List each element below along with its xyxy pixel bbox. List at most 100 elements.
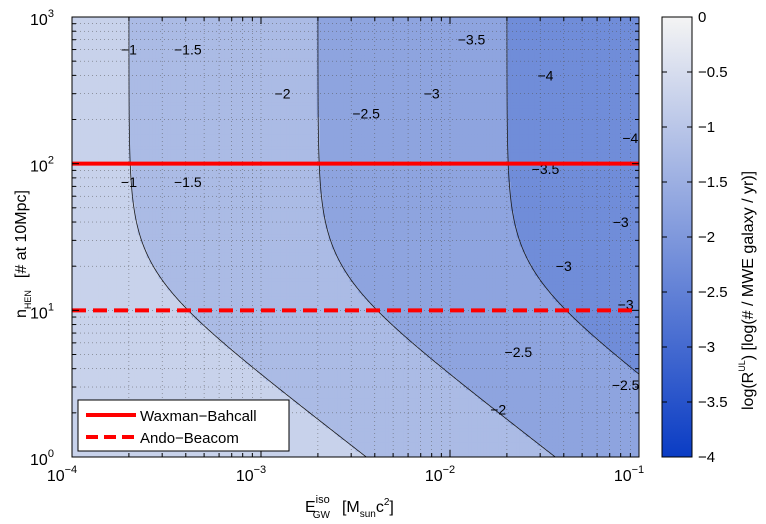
contour-cell — [107, 225, 112, 229]
contour-cell — [104, 105, 109, 109]
contour-cell — [107, 454, 112, 457]
contour-cell — [125, 61, 130, 65]
contour-cell — [72, 345, 76, 350]
contour-cell — [122, 166, 127, 171]
contour-cell — [83, 125, 88, 130]
contour-cell — [107, 313, 112, 317]
contour-cell — [80, 169, 85, 174]
contour-cell — [74, 442, 79, 446]
contour-cell — [113, 96, 118, 100]
contour-cell — [122, 52, 127, 56]
contour-cell — [86, 172, 91, 176]
contour-cell — [89, 213, 94, 218]
contour-cell — [83, 389, 88, 394]
contour-cell — [77, 281, 82, 285]
contour-cell — [107, 351, 112, 355]
contour-cell — [92, 22, 97, 27]
contour-cell — [89, 187, 94, 191]
contour-cell — [125, 75, 130, 80]
contour-cell — [80, 351, 85, 355]
contour-cell — [116, 210, 121, 215]
contour-cell — [83, 131, 88, 135]
contour-cell — [86, 242, 91, 247]
contour-cell — [86, 37, 91, 42]
contour-cell — [72, 55, 76, 59]
contour-cell — [116, 454, 121, 457]
contour-cell — [80, 292, 85, 297]
contour-cell — [107, 392, 112, 396]
contour-cell — [116, 46, 121, 50]
contour-cell — [95, 348, 100, 352]
contour-cell — [107, 348, 112, 352]
contour-cell — [95, 99, 100, 103]
contour-cell — [98, 195, 103, 200]
contour-cell — [110, 137, 115, 141]
contour-cell — [95, 184, 100, 188]
contour-cell — [119, 25, 124, 30]
contour-cell — [104, 366, 109, 370]
contour-cell — [83, 286, 88, 291]
contour-cell — [74, 325, 79, 329]
contour-cell — [77, 330, 82, 335]
contour-cell — [72, 260, 76, 264]
contour-cell — [74, 110, 79, 115]
contour-cell — [80, 187, 85, 191]
contour-cell — [107, 336, 112, 341]
contour-cell — [98, 175, 103, 179]
contour-cell — [92, 102, 97, 106]
contour-cell — [98, 333, 103, 338]
contour-cell — [98, 210, 103, 215]
contour-cell — [89, 102, 94, 106]
contour-cell — [72, 52, 76, 56]
contour-cell — [110, 237, 115, 241]
contour-cell — [98, 339, 103, 344]
contour-cell — [113, 204, 118, 209]
contour-cell — [92, 75, 97, 80]
contour-cell — [107, 93, 112, 97]
contour-cell — [116, 55, 121, 59]
contour-cell — [122, 301, 127, 306]
contour-cell — [113, 154, 118, 159]
contour-cell — [72, 398, 76, 402]
contour-cell — [77, 351, 82, 355]
contour-cell — [104, 275, 109, 279]
contour-cell — [77, 204, 82, 209]
contour-cell — [98, 357, 103, 361]
contour-cell — [80, 322, 85, 326]
contour-cell — [104, 245, 109, 250]
contour-cell — [122, 389, 127, 394]
contour-cell — [125, 149, 130, 153]
contour-cell — [119, 225, 124, 229]
contour-cell — [107, 122, 112, 127]
contour-cell — [95, 386, 100, 391]
contour-cell — [98, 31, 103, 36]
contour-cell — [80, 61, 85, 65]
contour-cell — [110, 292, 115, 297]
contour-cell — [72, 19, 76, 24]
contour-cell — [110, 336, 115, 341]
contour-cell — [74, 421, 79, 426]
contour-cell — [89, 22, 94, 27]
contour-cell — [113, 292, 118, 297]
contour-cell — [92, 301, 97, 306]
contour-cell — [104, 49, 109, 53]
contour-cell — [89, 451, 94, 455]
contour-cell — [110, 272, 115, 276]
contour-cell — [125, 371, 130, 376]
contour-cell — [92, 354, 97, 358]
contour-cell — [72, 201, 76, 206]
contour-cell — [83, 96, 88, 100]
contour-cell — [104, 58, 109, 62]
contour-cell — [80, 195, 85, 200]
contour-cell — [98, 278, 103, 282]
contour-cell — [116, 17, 121, 21]
contour-cell — [92, 313, 97, 317]
contour-cell — [101, 304, 106, 308]
contour-cell — [119, 392, 124, 396]
contour-cell — [95, 201, 100, 206]
contour-cell — [101, 31, 106, 36]
contour-cell — [86, 31, 91, 36]
contour-cell — [98, 34, 103, 39]
contour-cell — [101, 125, 106, 130]
contour-cell — [125, 207, 130, 212]
